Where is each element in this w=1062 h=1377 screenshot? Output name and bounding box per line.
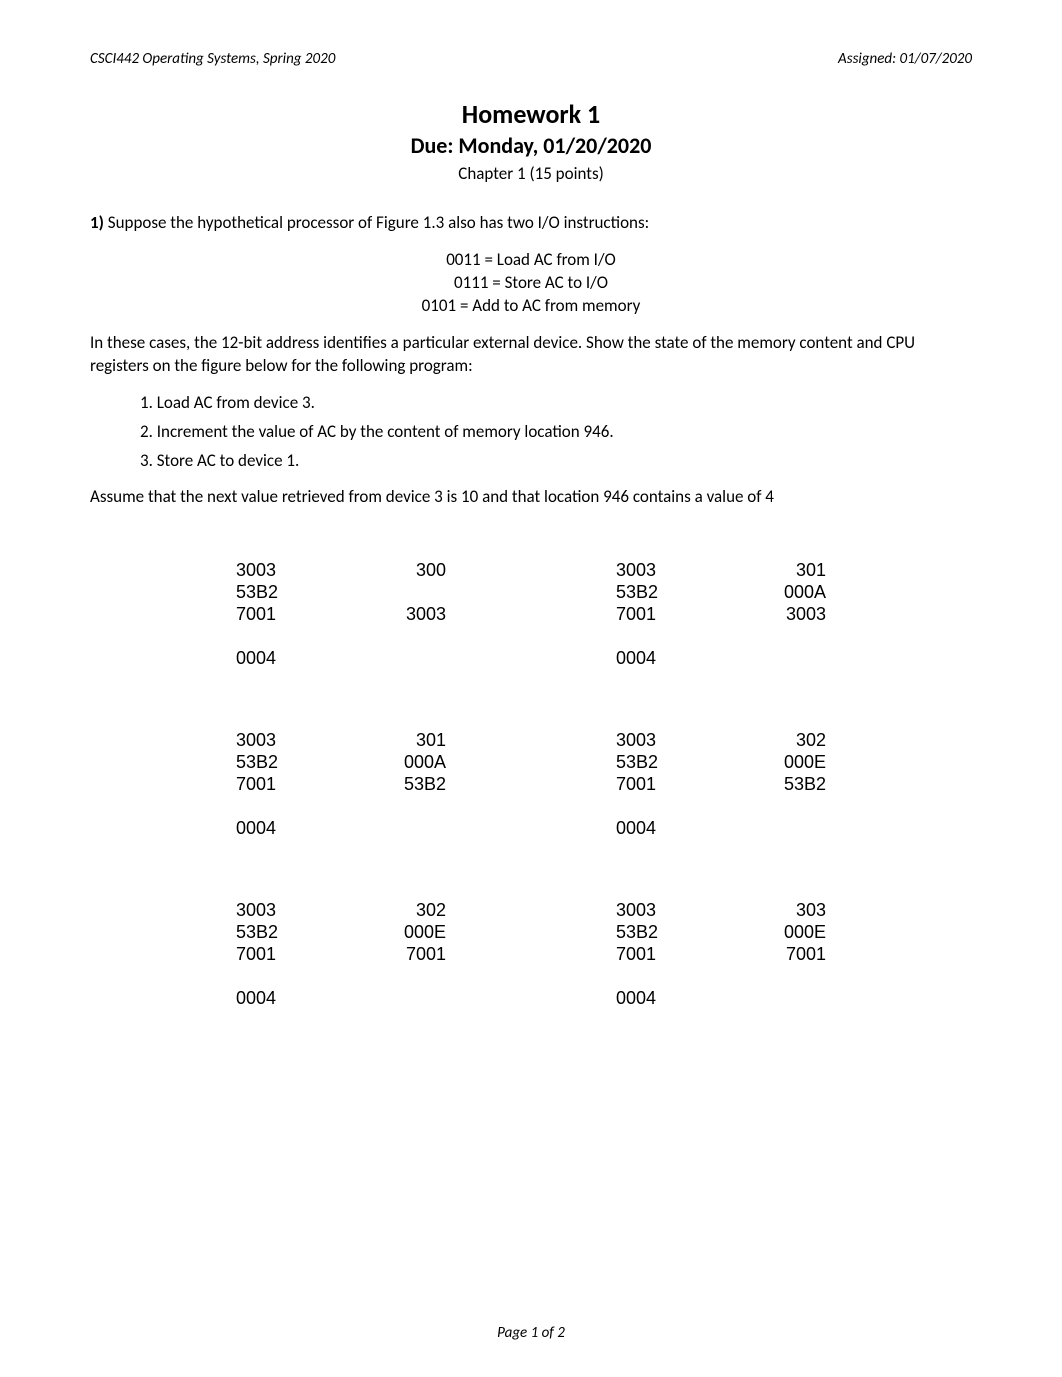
mem-cell: 7001: [236, 603, 306, 625]
title-chapter: Chapter 1 (15 points): [90, 163, 972, 184]
reg-cell: 302: [376, 899, 446, 921]
reg-cell: 301: [756, 559, 826, 581]
blank-line: [236, 625, 306, 647]
reg-cell: 000E: [376, 921, 446, 943]
mem-cell: 0004: [236, 647, 306, 669]
reg-cell: 3003: [756, 603, 826, 625]
opcode-line: 0011 = Load AC from I/O: [90, 249, 972, 272]
mem-cell: 7001: [616, 773, 686, 795]
memory-column: 3003 53B2 7001 0004: [236, 729, 306, 839]
reg-cell: 7001: [376, 943, 446, 965]
reg-cell: 000E: [756, 921, 826, 943]
trace-pair-right: 3003 53B2 7001 0004 303 000E 7001: [616, 899, 826, 1009]
register-column: 303 000E 7001: [756, 899, 826, 965]
reg-cell: 301: [376, 729, 446, 751]
memory-column: 3003 53B2 7001 0004: [236, 899, 306, 1009]
reg-cell: 000A: [376, 751, 446, 773]
blank-line: [616, 795, 686, 817]
trace-row: 3003 53B2 7001 0004 302 000E 7001 3003 5…: [90, 899, 972, 1009]
mem-cell: 0004: [236, 817, 306, 839]
reg-cell: 303: [756, 899, 826, 921]
trace-pair-left: 3003 53B2 7001 0004 302 000E 7001: [236, 899, 446, 1009]
mem-cell: 53B2: [616, 581, 686, 603]
mem-cell: 3003: [236, 899, 306, 921]
memory-column: 3003 53B2 7001 0004: [616, 729, 686, 839]
reg-cell: 300: [376, 559, 446, 581]
blank-line: [616, 625, 686, 647]
mem-cell: 3003: [236, 729, 306, 751]
mem-cell: 7001: [236, 773, 306, 795]
reg-cell: 7001: [756, 943, 826, 965]
question-1: 1) Suppose the hypothetical processor of…: [90, 212, 972, 509]
page-footer: Page 1 of 2: [0, 1324, 1062, 1342]
q1-paragraph: In these cases, the 12-bit address ident…: [90, 332, 972, 378]
mem-cell: 53B2: [616, 751, 686, 773]
title-main: Homework 1: [90, 98, 972, 130]
register-column: 301 000A 53B2: [376, 729, 446, 795]
memory-column: 3003 53B2 7001 0004: [236, 559, 306, 669]
mem-cell: 3003: [236, 559, 306, 581]
reg-cell: 000A: [756, 581, 826, 603]
register-column: 302 000E 7001: [376, 899, 446, 965]
mem-cell: 53B2: [236, 581, 306, 603]
step-1: 1. Load AC from device 3.: [140, 392, 972, 415]
q1-assume: Assume that the next value retrieved fro…: [90, 486, 972, 509]
mem-cell: 53B2: [616, 921, 686, 943]
mem-cell: 3003: [616, 559, 686, 581]
reg-cell: 302: [756, 729, 826, 751]
mem-cell: 7001: [616, 943, 686, 965]
memory-column: 3003 53B2 7001 0004: [616, 559, 686, 669]
header-left: CSCI442 Operating Systems, Spring 2020: [90, 50, 335, 68]
register-column: 300 3003: [376, 559, 446, 625]
header-right: Assigned: 01/07/2020: [838, 50, 972, 68]
mem-cell: 3003: [616, 729, 686, 751]
blank-line: [236, 795, 306, 817]
step-2: 2. Increment the value of AC by the cont…: [140, 421, 972, 444]
trace-row: 3003 53B2 7001 0004 300 3003 3003 53B2 7…: [90, 559, 972, 669]
mem-cell: 53B2: [236, 921, 306, 943]
mem-cell: 3003: [616, 899, 686, 921]
reg-cell: 53B2: [376, 773, 446, 795]
q1-lead: Suppose the hypothetical processor of Fi…: [104, 212, 649, 233]
opcode-list: 0011 = Load AC from I/O 0111 = Store AC …: [90, 249, 972, 318]
trace-pair-left: 3003 53B2 7001 0004 300 3003: [236, 559, 446, 669]
title-due: Due: Monday, 01/20/2020: [90, 132, 972, 159]
mem-cell: 0004: [616, 987, 686, 1009]
mem-cell: 53B2: [236, 751, 306, 773]
mem-cell: 0004: [616, 647, 686, 669]
reg-cell: 3003: [376, 603, 446, 625]
register-column: 301 000A 3003: [756, 559, 826, 625]
mem-cell: 0004: [236, 987, 306, 1009]
trace-pair-right: 3003 53B2 7001 0004 302 000E 53B2: [616, 729, 826, 839]
opcode-line: 0111 = Store AC to I/O: [90, 272, 972, 295]
execution-trace: 3003 53B2 7001 0004 300 3003 3003 53B2 7…: [90, 559, 972, 1009]
page-number: Page 1 of 2: [497, 1324, 565, 1342]
reg-cell: 000E: [756, 751, 826, 773]
trace-pair-left: 3003 53B2 7001 0004 301 000A 53B2: [236, 729, 446, 839]
blank-line: [616, 965, 686, 987]
opcode-line: 0101 = Add to AC from memory: [90, 295, 972, 318]
memory-column: 3003 53B2 7001 0004: [616, 899, 686, 1009]
q1-number: 1): [90, 212, 104, 233]
trace-row: 3003 53B2 7001 0004 301 000A 53B2 3003 5…: [90, 729, 972, 839]
blank-line: [236, 965, 306, 987]
mem-cell: 7001: [236, 943, 306, 965]
trace-pair-right: 3003 53B2 7001 0004 301 000A 3003: [616, 559, 826, 669]
mem-cell: 7001: [616, 603, 686, 625]
reg-cell: 53B2: [756, 773, 826, 795]
step-3: 3. Store AC to device 1.: [140, 450, 972, 473]
mem-cell: 0004: [616, 817, 686, 839]
page-header: CSCI442 Operating Systems, Spring 2020 A…: [90, 50, 972, 68]
title-block: Homework 1 Due: Monday, 01/20/2020 Chapt…: [90, 98, 972, 184]
register-column: 302 000E 53B2: [756, 729, 826, 795]
reg-cell: [376, 581, 446, 603]
